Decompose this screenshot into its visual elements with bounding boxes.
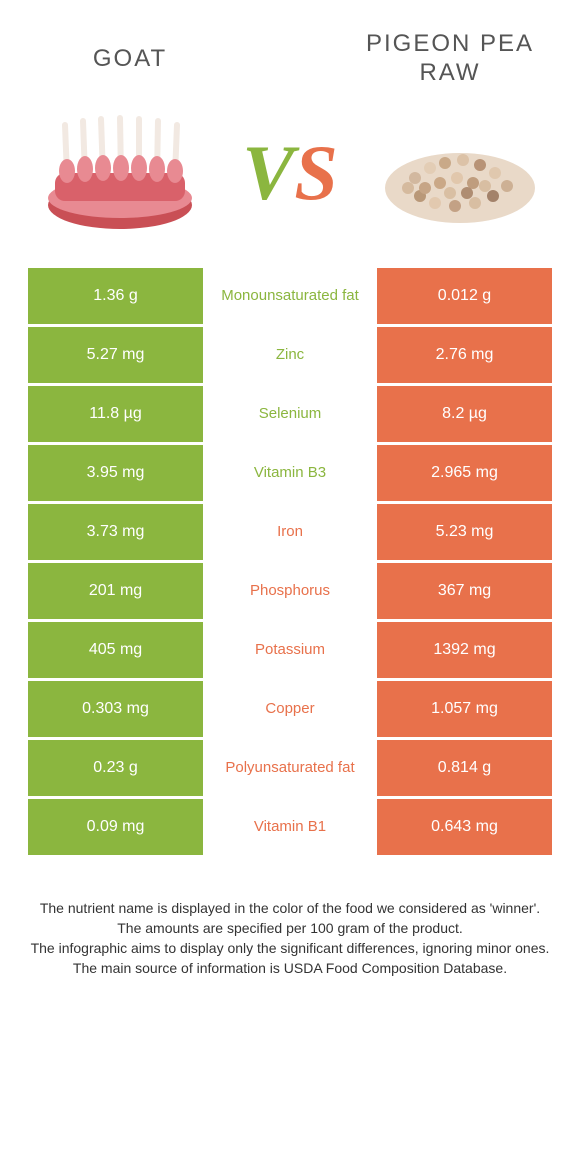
nutrient-label: Phosphorus <box>203 563 377 619</box>
left-value: 0.303 mg <box>28 681 203 737</box>
nutrient-label: Monounsaturated fat <box>203 268 377 324</box>
table-row: 11.8 µgSelenium8.2 µg <box>28 386 552 442</box>
nutrient-label: Zinc <box>203 327 377 383</box>
left-value: 5.27 mg <box>28 327 203 383</box>
pigeon-pea-icon <box>375 118 545 228</box>
nutrient-label: Selenium <box>203 386 377 442</box>
vs-s: S <box>294 129 337 216</box>
table-row: 3.95 mgVitamin B32.965 mg <box>28 445 552 501</box>
footer-line-2: The amounts are specified per 100 gram o… <box>30 918 550 938</box>
left-value: 0.23 g <box>28 740 203 796</box>
footer-notes: The nutrient name is displayed in the co… <box>0 858 580 979</box>
right-value: 1.057 mg <box>377 681 552 737</box>
vs-v: V <box>242 129 294 216</box>
right-value: 1392 mg <box>377 622 552 678</box>
right-value: 0.643 mg <box>377 799 552 855</box>
table-row: 0.303 mgCopper1.057 mg <box>28 681 552 737</box>
nutrient-label: Copper <box>203 681 377 737</box>
table-row: 1.36 gMonounsaturated fat0.012 g <box>28 268 552 324</box>
left-value: 3.95 mg <box>28 445 203 501</box>
header: GOAT PIGEON PEA RAW <box>0 0 580 98</box>
right-value: 5.23 mg <box>377 504 552 560</box>
table-row: 5.27 mgZinc2.76 mg <box>28 327 552 383</box>
table-row: 3.73 mgIron5.23 mg <box>28 504 552 560</box>
footer-line-1: The nutrient name is displayed in the co… <box>30 898 550 918</box>
right-value: 2.76 mg <box>377 327 552 383</box>
title-left: GOAT <box>30 45 230 73</box>
right-value: 367 mg <box>377 563 552 619</box>
nutrient-label: Potassium <box>203 622 377 678</box>
nutrient-label: Vitamin B1 <box>203 799 377 855</box>
right-value: 0.012 g <box>377 268 552 324</box>
footer-line-3: The infographic aims to display only the… <box>30 938 550 958</box>
left-value: 11.8 µg <box>28 386 203 442</box>
table-row: 0.23 gPolyunsaturated fat0.814 g <box>28 740 552 796</box>
goat-image <box>30 108 210 238</box>
left-value: 0.09 mg <box>28 799 203 855</box>
title-right: PIGEON PEA RAW <box>350 30 550 88</box>
nutrient-label: Vitamin B3 <box>203 445 377 501</box>
table-row: 201 mgPhosphorus367 mg <box>28 563 552 619</box>
comparison-table: 1.36 gMonounsaturated fat0.012 g5.27 mgZ… <box>0 268 580 855</box>
right-value: 8.2 µg <box>377 386 552 442</box>
goat-icon <box>35 113 205 233</box>
right-value: 0.814 g <box>377 740 552 796</box>
right-value: 2.965 mg <box>377 445 552 501</box>
footer-line-4: The main source of information is USDA F… <box>30 958 550 978</box>
pigeon-pea-image <box>370 108 550 238</box>
left-value: 201 mg <box>28 563 203 619</box>
nutrient-label: Iron <box>203 504 377 560</box>
left-value: 405 mg <box>28 622 203 678</box>
table-row: 405 mgPotassium1392 mg <box>28 622 552 678</box>
nutrient-label: Polyunsaturated fat <box>203 740 377 796</box>
table-row: 0.09 mgVitamin B10.643 mg <box>28 799 552 855</box>
left-value: 1.36 g <box>28 268 203 324</box>
vs-label: VS <box>242 134 337 212</box>
hero-row: VS <box>0 98 580 268</box>
left-value: 3.73 mg <box>28 504 203 560</box>
